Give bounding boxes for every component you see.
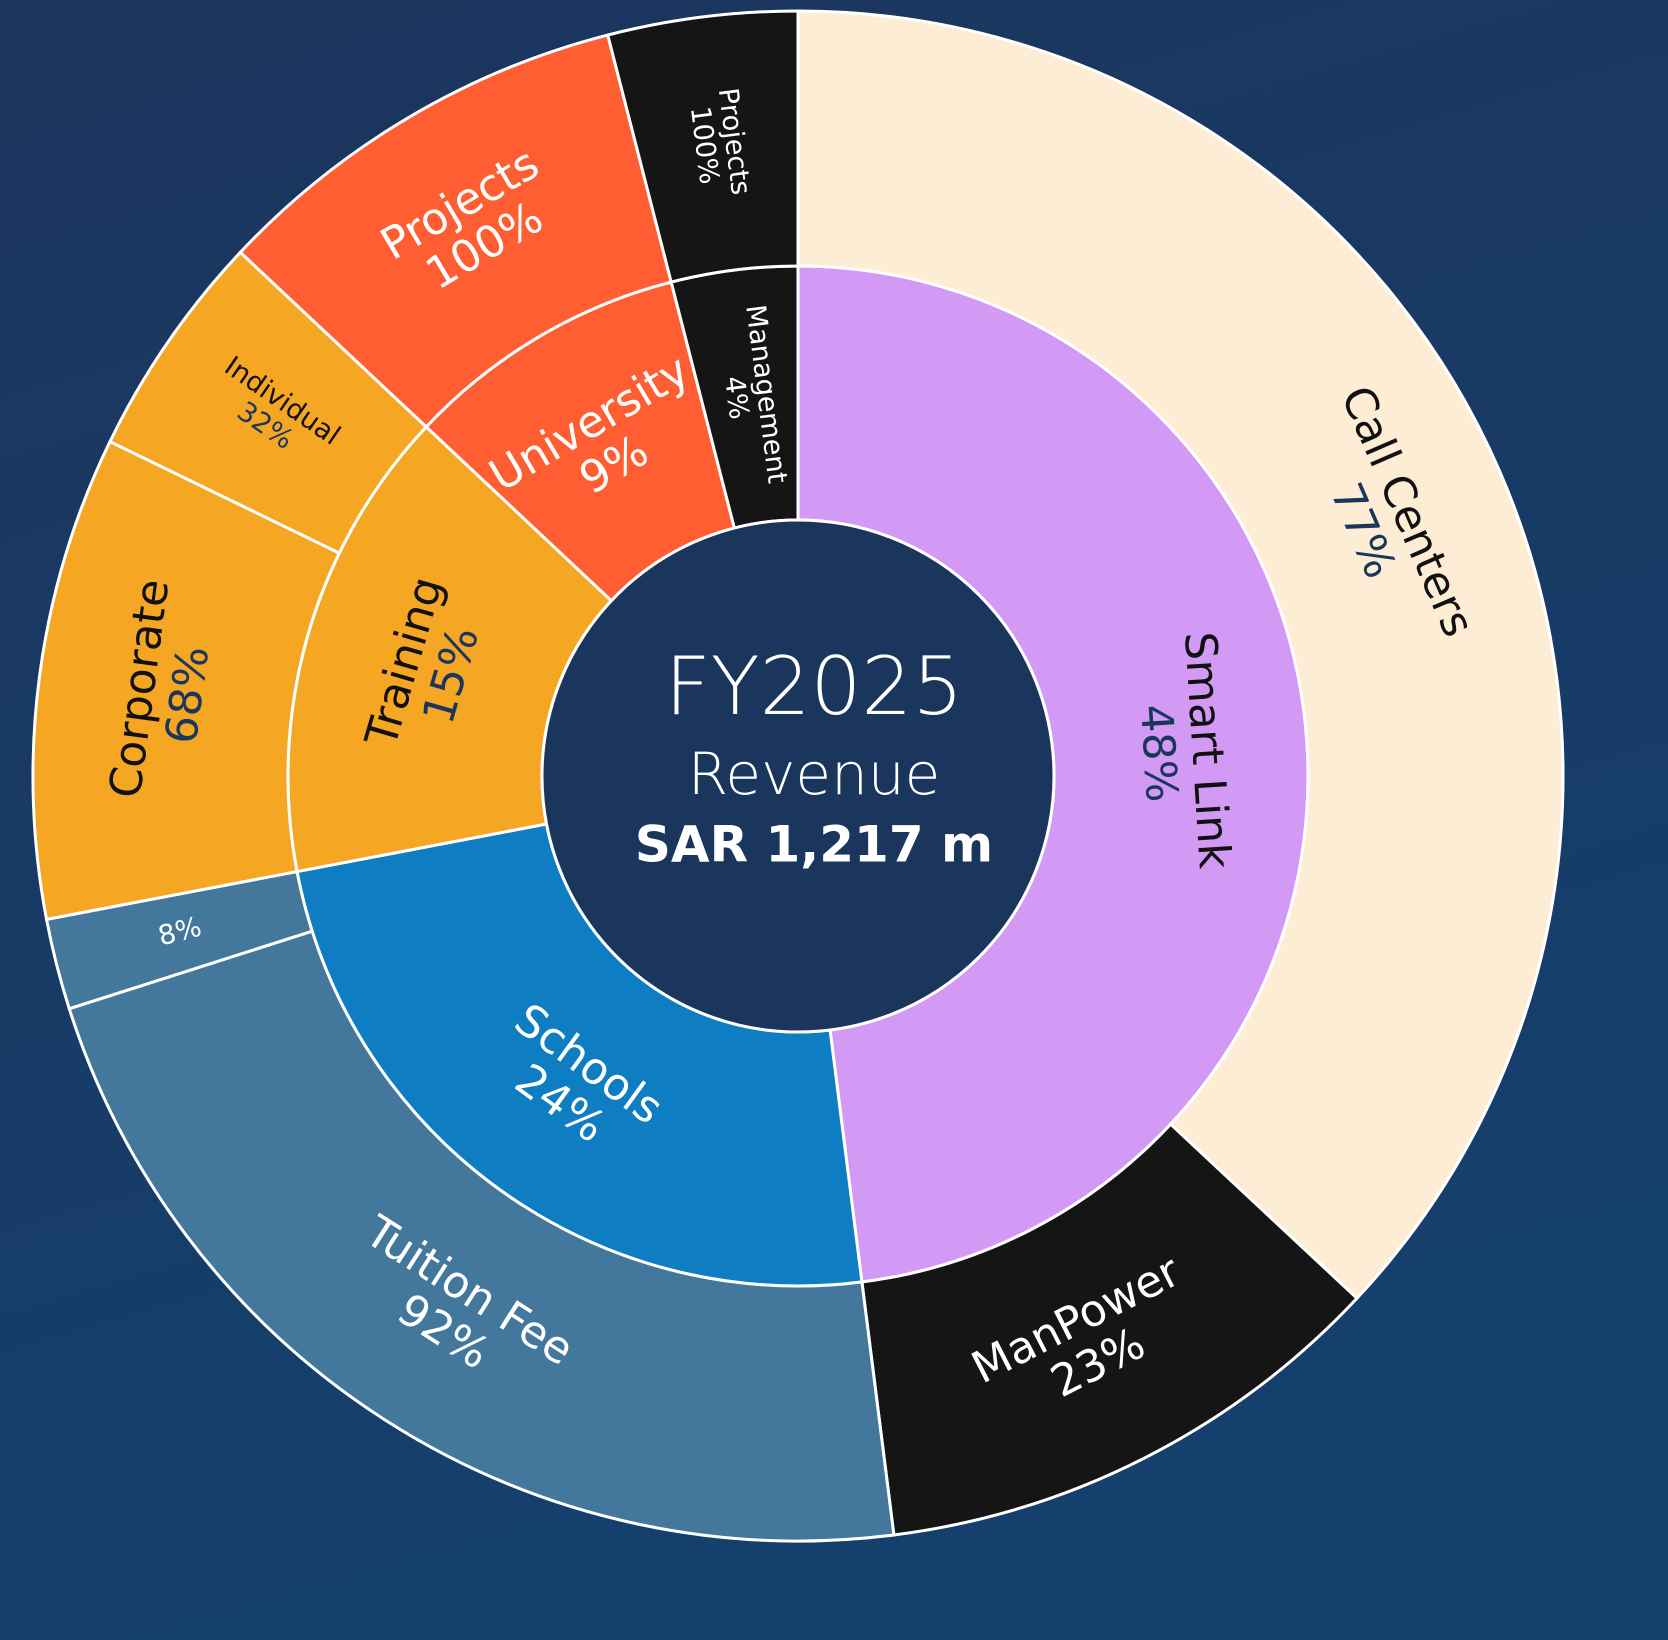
outer-wedge <box>796 9 1565 1301</box>
outer-wedge <box>67 929 896 1543</box>
outer-wedge <box>605 9 800 284</box>
center-total: SAR 1,217 m <box>635 816 993 874</box>
rings <box>31 9 1565 1543</box>
outer-wedge <box>860 1122 1360 1537</box>
segment-value-label: 48% <box>1130 703 1187 804</box>
center-hole <box>540 518 1056 1034</box>
center-title: FY2025 <box>665 640 963 733</box>
segment-value-label: 4% <box>718 374 754 421</box>
center-subtitle: Revenue <box>688 740 941 808</box>
